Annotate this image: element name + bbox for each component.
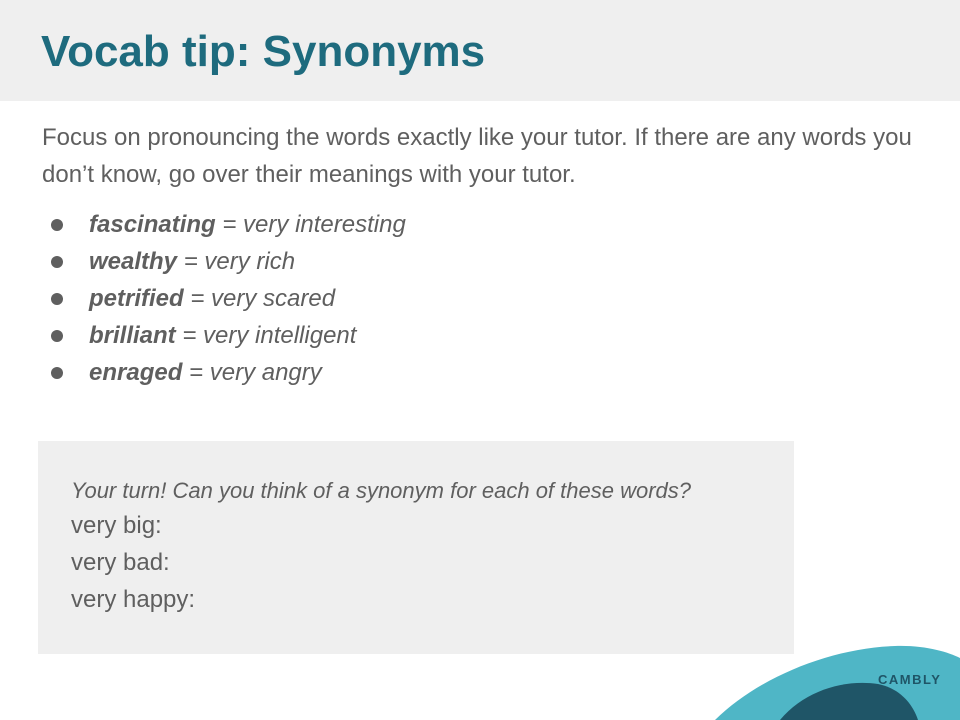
slide-title: Vocab tip: Synonyms	[41, 27, 486, 76]
vocab-word: fascinating	[89, 211, 216, 238]
bullet-icon	[51, 367, 63, 379]
vocab-meaning: = very rich	[177, 248, 296, 275]
task-line: very big:	[71, 512, 162, 539]
bullet-icon	[51, 293, 63, 305]
wave-dark-shape	[780, 682, 918, 720]
vocab-word: enraged	[89, 359, 183, 386]
header-band	[0, 0, 960, 101]
vocab-entry: petrified = very scared	[89, 280, 335, 317]
vocab-word: wealthy	[89, 248, 178, 275]
vocab-entry: enraged = very angry	[89, 354, 322, 391]
vocab-word: petrified	[89, 285, 184, 312]
vocab-word: brilliant	[89, 322, 176, 349]
vocab-entry: wealthy = very rich	[89, 243, 295, 280]
task-line: very bad:	[71, 549, 170, 576]
vocab-meaning: = very interesting	[215, 211, 406, 238]
vocab-meaning: = very scared	[183, 285, 336, 312]
bullet-icon	[51, 219, 63, 231]
vocab-entry: brilliant = very intelligent	[89, 317, 356, 354]
brand-logo: CAMBLY	[878, 672, 942, 687]
vocab-meaning: = very intelligent	[175, 322, 357, 349]
bullet-icon	[51, 256, 63, 268]
bullet-icon	[51, 330, 63, 342]
vocab-meaning: = very angry	[182, 359, 322, 386]
task-box: Your turn! Can you think of a synonym fo…	[38, 441, 794, 654]
intro-text: Focus on pronouncing the words exactly l…	[42, 124, 912, 188]
task-line: very happy:	[71, 586, 196, 613]
vocab-entry: fascinating = very interesting	[89, 206, 406, 243]
task-prompt: Your turn! Can you think of a synonym fo…	[71, 478, 692, 503]
